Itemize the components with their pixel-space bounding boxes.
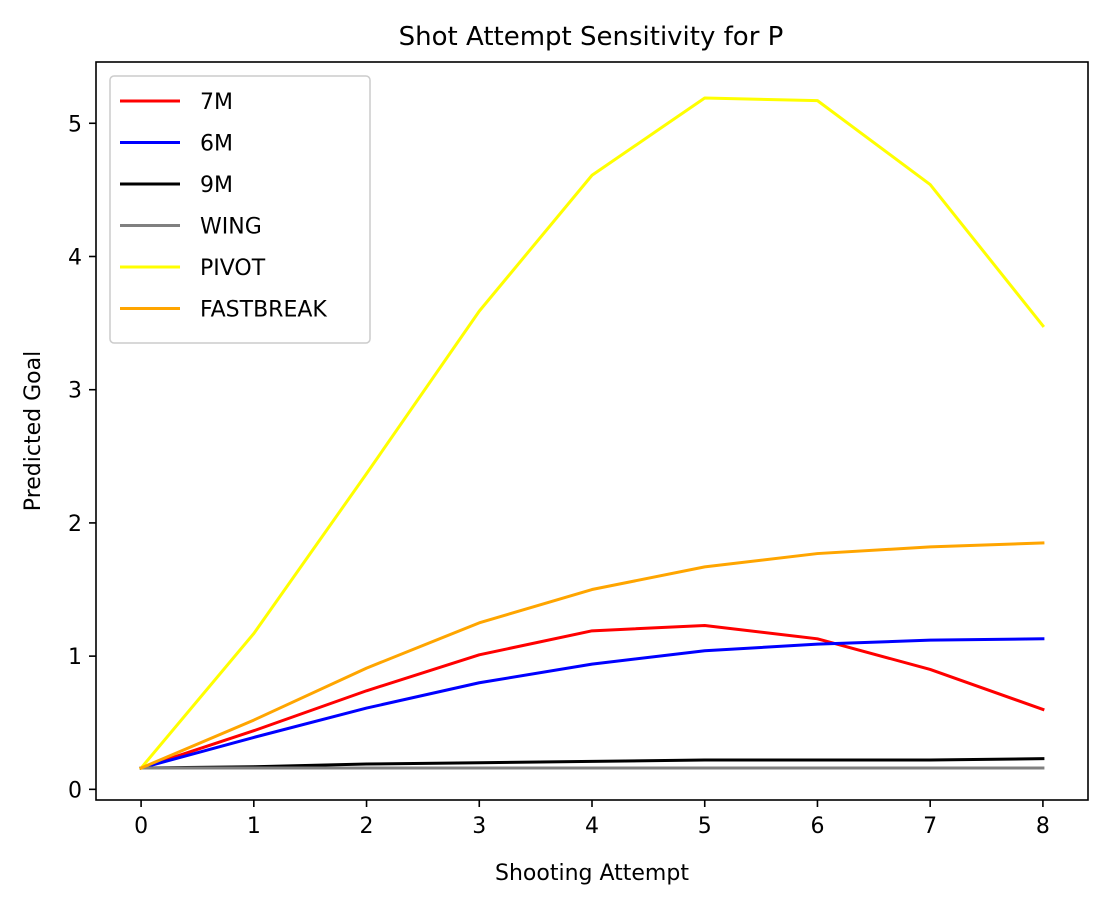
series-line-pivot xyxy=(138,96,1046,771)
legend-label-fastbreak: FASTBREAK xyxy=(200,298,327,323)
legend-label-9m: 9M xyxy=(200,173,233,198)
y-tick-label: 0 xyxy=(68,778,82,803)
x-tick-label: 4 xyxy=(585,814,599,839)
x-tick-label: 1 xyxy=(247,814,261,839)
y-tick-label: 5 xyxy=(68,112,82,137)
legend-label-wing: WING xyxy=(200,215,262,240)
x-tick-label: 3 xyxy=(472,814,486,839)
series-line-fastbreak xyxy=(139,541,1045,770)
series-layer xyxy=(138,96,1046,771)
x-tick-label: 8 xyxy=(1036,814,1050,839)
x-axis: 0 1 2 3 4 5 6 7 8 xyxy=(134,800,1050,839)
x-tick-label: 5 xyxy=(698,814,712,839)
legend: 7M 6M 9M WING PIVOT FASTBREAK xyxy=(109,75,371,344)
legend-label-7m: 7M xyxy=(200,90,233,115)
legend-label-6m: 6M xyxy=(200,132,233,157)
series-line-6m xyxy=(139,637,1045,770)
series-line-9m xyxy=(139,757,1045,770)
y-tick-label: 3 xyxy=(68,379,82,404)
series-line-7m xyxy=(139,623,1045,770)
x-tick-label: 0 xyxy=(134,814,148,839)
y-tick-label: 2 xyxy=(68,512,82,537)
y-axis: 0 1 2 3 4 5 xyxy=(68,112,96,803)
x-tick-label: 6 xyxy=(810,814,824,839)
x-axis-label: Shooting Attempt xyxy=(495,861,689,886)
y-tick-label: 4 xyxy=(68,245,82,270)
x-tick-label: 2 xyxy=(360,814,374,839)
y-tick-label: 1 xyxy=(68,645,82,670)
y-axis-label: Predicted Goal xyxy=(21,351,46,511)
chart-title: Shot Attempt Sensitivity for P xyxy=(399,22,784,52)
legend-label-pivot: PIVOT xyxy=(200,256,266,281)
x-tick-label: 7 xyxy=(923,814,937,839)
